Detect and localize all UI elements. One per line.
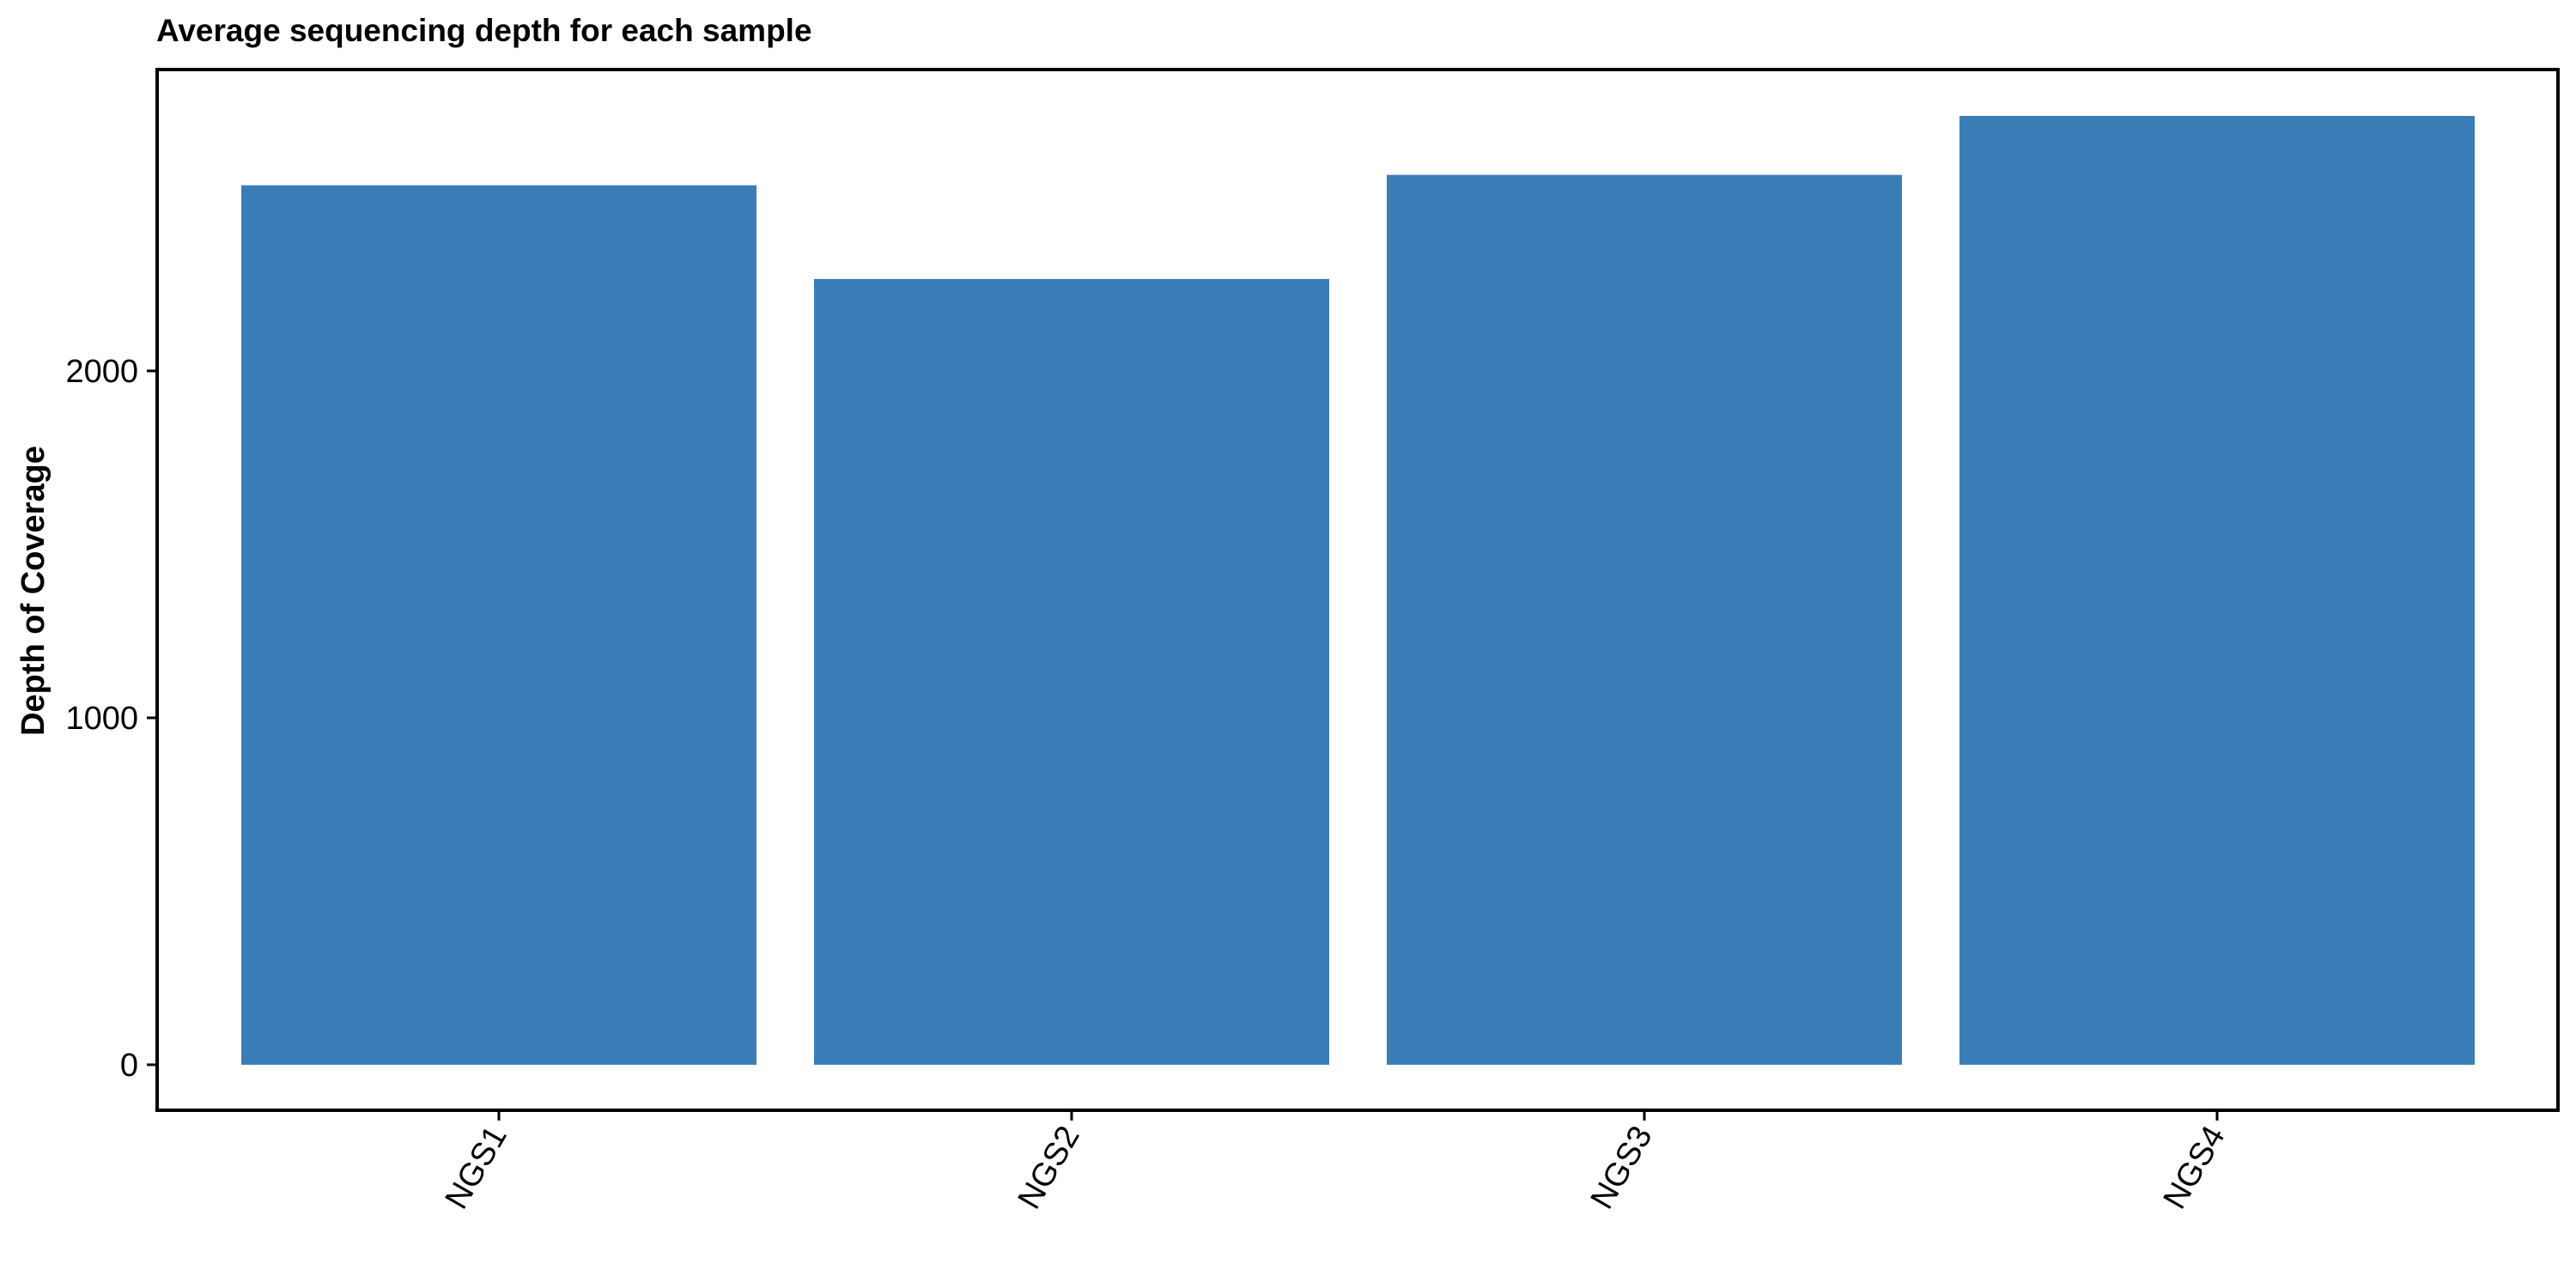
bar-ngs3	[1387, 174, 1902, 1066]
x-tick-label: NGS3	[1584, 1121, 1660, 1216]
y-tick-label: 2000	[65, 354, 138, 390]
bar-ngs4	[1959, 116, 2475, 1065]
y-axis: 0 1000 2000	[65, 354, 157, 1084]
y-tick-label: 1000	[65, 701, 138, 737]
y-tick-label: 0	[120, 1048, 138, 1084]
x-tick-label: NGS4	[2157, 1121, 2233, 1216]
y-axis-title: Depth of Coverage	[15, 446, 52, 736]
x-tick-label: NGS1	[439, 1121, 514, 1216]
x-axis: NGS1 NGS2 NGS3 NGS4	[439, 1110, 2233, 1215]
bar-ngs2	[814, 278, 1329, 1065]
bar-ngs1	[241, 185, 756, 1065]
chart-title: Average sequencing depth for each sample	[156, 13, 812, 48]
plot-frame	[155, 68, 2560, 1112]
bars-layer	[241, 116, 2475, 1066]
x-tick-label: NGS2	[1012, 1121, 1087, 1216]
